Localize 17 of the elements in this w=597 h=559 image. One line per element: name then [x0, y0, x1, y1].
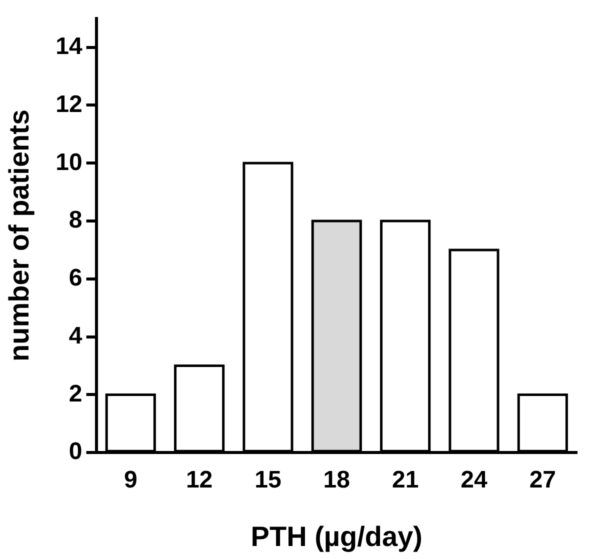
y-tick-label: 8 — [68, 206, 82, 234]
x-tick-label: 21 — [392, 466, 419, 494]
y-tick-label: 0 — [68, 438, 82, 466]
x-tick-label: 9 — [124, 466, 138, 494]
y-tick-label: 10 — [56, 148, 82, 176]
x-tick-label: 15 — [254, 466, 282, 494]
y-tick-label: 2 — [68, 380, 82, 408]
y-tick-label: 14 — [56, 32, 83, 60]
x-tick-label: 27 — [529, 466, 556, 494]
y-tick-label: 6 — [68, 264, 82, 292]
y-axis-title: number of patients — [4, 109, 35, 362]
x-tick-label: 12 — [186, 466, 213, 494]
y-tick-label: 12 — [56, 90, 82, 118]
x-tick-label: 24 — [460, 466, 488, 494]
x-axis-title: PTH (µg/day) — [250, 520, 422, 552]
x-tick-label: 18 — [323, 466, 350, 494]
y-tick-label: 4 — [68, 322, 83, 350]
